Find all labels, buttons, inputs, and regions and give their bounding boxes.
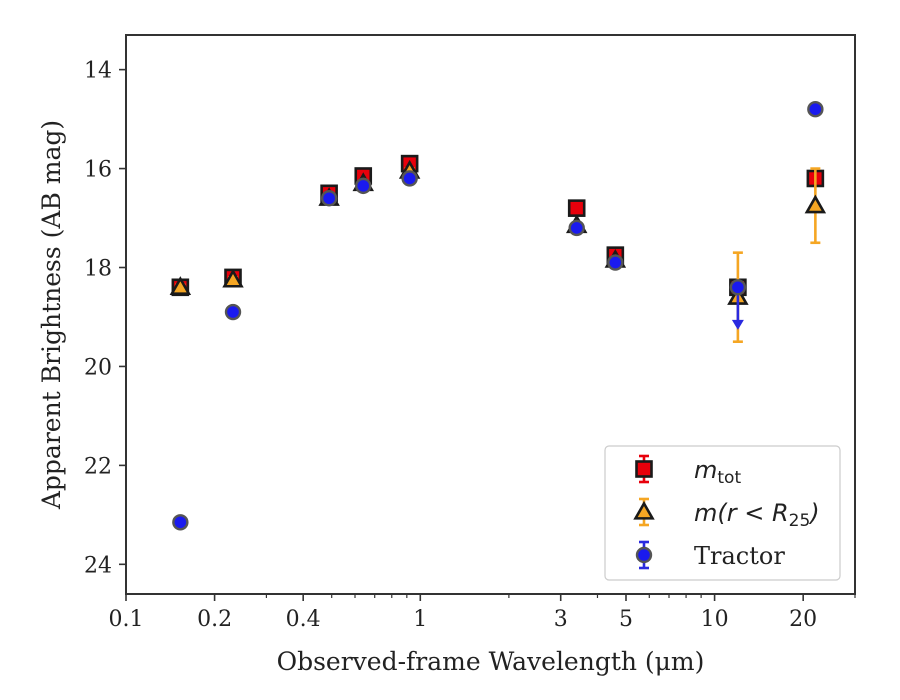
y-tick-label-0: 14: [84, 59, 112, 84]
data-point-2-2: [320, 190, 338, 207]
x-tick-label-1: 0.2: [197, 607, 232, 632]
legend-label-1: m(r < R25): [694, 499, 820, 531]
legend-entry-0: mtot: [635, 454, 741, 488]
data-point-1-0: [169, 276, 192, 295]
legend-marker-2: [635, 546, 653, 564]
data-point-2-3: [355, 177, 372, 195]
x-tick-label-2: 0.4: [286, 607, 321, 632]
x-tick-label-4: 3: [554, 607, 568, 632]
data-point-2-0: [172, 514, 189, 531]
legend-label-0: mtot: [694, 456, 741, 488]
y-axis-label: Apparent Brightness (AB mag): [37, 120, 66, 510]
legend-entry-1: m(r < R25): [633, 497, 820, 531]
legend-entry-2: Tractor: [635, 540, 785, 570]
legend: mtot m(r < R25) Tractor: [604, 445, 841, 581]
x-tick-label-0: 0.1: [109, 607, 144, 632]
x-tick-label-5: 5: [619, 607, 633, 632]
x-tick-label-6: 10: [701, 607, 729, 632]
series-2: [172, 101, 824, 531]
x-tick-label-7: 20: [789, 607, 817, 632]
x-axis-label: Observed-frame Wavelength (μm): [277, 647, 705, 676]
axes: 0.1 0.2 0.4 1 3 5 10 20 14 16 18 20 22 24: [84, 34, 856, 632]
legend-label-2: Tractor: [694, 542, 785, 570]
legend-box: [604, 445, 841, 581]
y-tick-label-5: 24: [84, 553, 112, 578]
legend-marker-0: [635, 460, 653, 478]
data-point-1-8: [804, 194, 827, 214]
data-point-0-5: [567, 199, 586, 217]
x-tick-label-3: 1: [413, 607, 427, 632]
legend-marker-1: [633, 500, 655, 520]
data-point-2-4: [401, 170, 418, 187]
y-tick-label-1: 16: [84, 158, 112, 183]
plot-area: [169, 101, 827, 531]
y-tick-label-4: 22: [84, 454, 112, 479]
series-0: [171, 154, 825, 297]
series-1: [169, 159, 827, 344]
data-point-2-5: [568, 219, 585, 237]
data-point-2-8: [807, 101, 824, 118]
y-tick-label-3: 20: [84, 355, 112, 380]
plot-frame: [125, 34, 856, 595]
data-point-2-7: [729, 279, 747, 296]
data-point-2-1: [224, 303, 242, 321]
y-tick-label-2: 18: [84, 257, 112, 282]
data-point-2-6: [607, 254, 624, 271]
limit-arrow-head-2-7: [731, 319, 744, 330]
data-point-1-1: [222, 268, 244, 288]
